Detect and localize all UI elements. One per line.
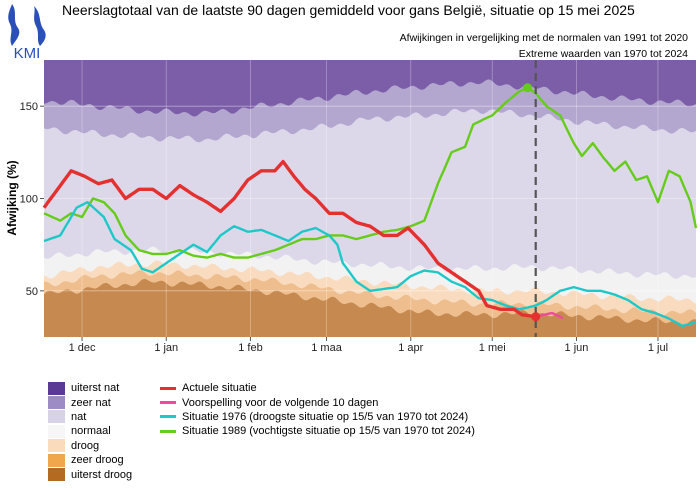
legend-item: uiterst nat: [48, 381, 132, 395]
climate-bands: [44, 60, 696, 337]
legend-label: nat: [71, 410, 87, 423]
legend-line-swatch: [160, 401, 176, 405]
series-voorspelling: [535, 311, 564, 320]
legend-label: normaal: [71, 425, 111, 438]
legend-label: droog: [71, 439, 100, 452]
legend-item: normaal: [48, 424, 132, 438]
legend-item: nat: [48, 410, 132, 424]
x-tick-label: 1 dec: [69, 342, 96, 354]
series-actuele-situatie: [42, 159, 536, 319]
legend-label: zeer droog: [71, 454, 124, 467]
axes: 50 100 150 1 dec 1 jan 1 feb 1 maa 1 apr 1 mei 1 …: [20, 101, 668, 354]
chart-subtitle-extremes: Extreme waarden van 1970 tot 2024: [518, 48, 688, 60]
y-axis-title: Afwijking (%): [5, 160, 19, 235]
x-tick-label: 1 maa: [311, 342, 342, 354]
x-tick-label: 1 feb: [238, 342, 262, 354]
legend-line-swatch: [160, 415, 176, 419]
chart-subtitle-normals: Afwijkingen in vergelijking met de norma…: [399, 32, 688, 44]
legend-label: Situatie 1989 (vochtigste situatie op 15…: [182, 425, 475, 438]
x-tick-label: 1 jun: [565, 342, 589, 354]
y-tick-label: 150: [20, 101, 38, 113]
legend-classes: uiterst nat zeer nat nat normaal droog zeer d…: [48, 381, 132, 482]
marker-1989: [523, 83, 533, 93]
kmi-logo: KMI: [8, 4, 46, 60]
y-tick-label: 100: [20, 194, 38, 206]
legend-item: zeer nat: [48, 395, 132, 410]
chart-title: Neerslagtotaal van de laatste 90 dagen g…: [62, 2, 635, 18]
legend-swatch: [48, 410, 65, 424]
series-1989: [43, 86, 698, 259]
legend-label: uiterst nat: [71, 382, 120, 395]
legend-swatch: [48, 424, 65, 438]
legend-label: Actuele situatie: [182, 382, 257, 395]
legend-item: uiterst droog: [48, 467, 133, 482]
legend-item: droog: [48, 439, 132, 453]
legend-line-swatch: [160, 429, 176, 433]
legend-swatch: [48, 381, 65, 395]
markers: [523, 60, 541, 337]
legend-label: Voorspelling voor de volgende 10 dagen: [182, 396, 379, 409]
legend-lines: Actuele situatie Voorspelling voor de vol…: [160, 381, 475, 439]
legend-item: Actuele situatie: [160, 381, 475, 395]
legend-label: Situatie 1976 (droogste situatie op 15/5…: [182, 410, 469, 423]
legend-item: Situatie 1989 (vochtigste situatie op 15…: [160, 424, 475, 438]
legend-swatch: [48, 468, 65, 482]
legend-item: Situatie 1976 (droogste situatie op 15/5…: [160, 410, 475, 424]
x-tick-label: 1 apr: [398, 342, 423, 354]
y-tick-label: 50: [26, 286, 38, 298]
band-uiterst-nat: [44, 60, 696, 117]
precipitation-chart: 50 100 150 1 dec 1 jan 1 feb 1 maa 1 apr 1 mei 1 …: [5, 60, 698, 354]
x-tick-label: 1 jul: [648, 342, 668, 354]
x-tick-label: 1 jan: [154, 342, 178, 354]
series-lines: [42, 86, 698, 328]
legend-item: Voorspelling voor de volgende 10 dagen: [160, 395, 475, 409]
marker-actuele-situatie: [531, 312, 541, 322]
legend-swatch: [48, 439, 65, 453]
legend-label: uiterst droog: [71, 468, 133, 481]
legend-label: zeer nat: [71, 396, 111, 409]
legend-line-swatch: [160, 386, 176, 390]
legend-swatch: [48, 453, 65, 467]
logo-text: KMI: [14, 45, 41, 60]
legend-swatch: [48, 396, 65, 410]
x-tick-label: 1 mei: [479, 342, 506, 354]
legend-item: zeer droog: [48, 453, 132, 467]
series-1976: [43, 201, 697, 328]
